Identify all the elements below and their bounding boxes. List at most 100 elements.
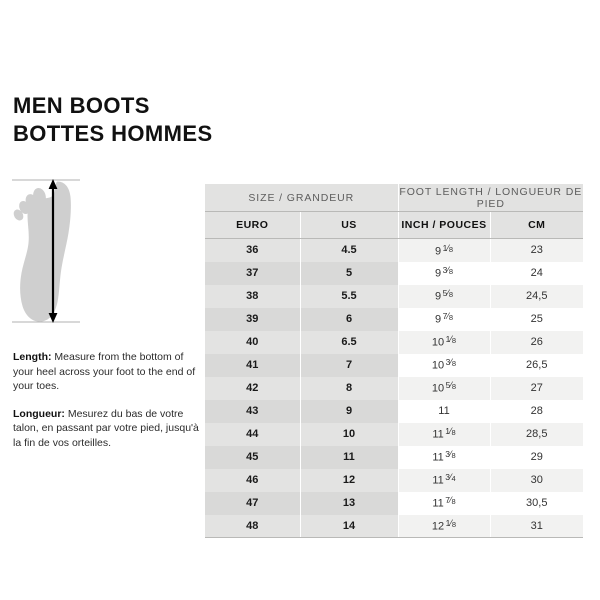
cell-us: 9 bbox=[300, 399, 399, 423]
table-row: 43 9 11 28 bbox=[205, 399, 584, 423]
table-row: 42 8 10 5⁄8 27 bbox=[205, 376, 584, 400]
column-header-us: US bbox=[300, 211, 399, 239]
instruction-en-text: Measure from the bottom of your heel acr… bbox=[13, 351, 196, 392]
cell-euro: 45 bbox=[205, 445, 301, 469]
inch-fraction: 1⁄8 bbox=[445, 518, 457, 530]
column-header-inch: INCH / POUCES bbox=[398, 211, 491, 239]
cell-inch: 9 5⁄8 bbox=[398, 284, 491, 308]
table-row: 48 14 12 1⁄8 31 bbox=[205, 514, 584, 538]
measurement-instructions: Length: Measure from the bottom of your … bbox=[13, 350, 199, 463]
page-title: MEN BOOTS BOTTES HOMMES bbox=[13, 92, 343, 148]
cell-us: 5.5 bbox=[300, 284, 399, 308]
table-row: 45 11 11 3⁄8 29 bbox=[205, 445, 584, 469]
instruction-fr: Longueur: Mesurez du bas de votre talon,… bbox=[13, 407, 199, 451]
inch-fraction: 5⁄8 bbox=[445, 380, 457, 392]
cell-us: 8 bbox=[300, 376, 399, 400]
cell-us: 6 bbox=[300, 307, 399, 331]
cell-cm: 30 bbox=[490, 468, 584, 492]
cell-euro: 41 bbox=[205, 353, 301, 377]
arrow-head-bottom bbox=[48, 313, 58, 323]
cell-inch: 11 bbox=[398, 399, 491, 423]
cell-inch: 12 1⁄8 bbox=[398, 514, 491, 538]
cell-inch: 11 3⁄4 bbox=[398, 468, 491, 492]
cell-us: 7 bbox=[300, 353, 399, 377]
inch-fraction: 3⁄8 bbox=[445, 357, 457, 369]
cell-us: 12 bbox=[300, 468, 399, 492]
cell-cm: 31 bbox=[490, 514, 584, 538]
cell-euro: 42 bbox=[205, 376, 301, 400]
instruction-fr-label: Longueur: bbox=[13, 407, 65, 420]
inch-fraction: 1⁄8 bbox=[445, 426, 456, 438]
cell-inch: 9 1⁄8 bbox=[398, 238, 491, 262]
inch-fraction: 3⁄8 bbox=[442, 265, 454, 277]
page-title-fr: BOTTES HOMMES bbox=[13, 121, 213, 146]
table-row: 44 10 11 1⁄8 28,5 bbox=[205, 422, 584, 446]
instruction-fr-text: Mesurez du bas de votre talon, en passan… bbox=[13, 407, 199, 449]
table-row: 39 6 9 7⁄8 25 bbox=[205, 307, 584, 331]
cell-inch: 10 1⁄8 bbox=[398, 330, 491, 354]
cell-cm: 30,5 bbox=[490, 491, 584, 515]
cell-euro: 43 bbox=[205, 399, 301, 423]
foot-silhouette bbox=[13, 181, 71, 322]
measurement-arrow bbox=[48, 179, 58, 323]
cell-cm: 24 bbox=[490, 261, 584, 285]
cell-euro: 40 bbox=[205, 330, 301, 354]
table-row: 41 7 10 3⁄8 26,5 bbox=[205, 353, 584, 377]
cell-us: 5 bbox=[300, 261, 399, 285]
inch-fraction: 3⁄4 bbox=[445, 472, 456, 484]
table-row: 38 5.5 9 5⁄8 24,5 bbox=[205, 284, 584, 308]
page-title-en: MEN BOOTS bbox=[13, 93, 150, 118]
cell-euro: 44 bbox=[205, 422, 301, 446]
inch-fraction: 1⁄8 bbox=[445, 334, 457, 346]
cell-cm: 26 bbox=[490, 330, 584, 354]
cell-cm: 23 bbox=[490, 238, 584, 262]
toe-4 bbox=[19, 201, 30, 214]
cell-euro: 46 bbox=[205, 468, 301, 492]
group-header-size: SIZE / GRANDEUR bbox=[205, 184, 399, 212]
table-group-header-row: SIZE / GRANDEUR FOOT LENGTH / LONGUEUR D… bbox=[205, 184, 584, 212]
table-header: SIZE / GRANDEUR FOOT LENGTH / LONGUEUR D… bbox=[205, 184, 584, 239]
cell-inch: 10 5⁄8 bbox=[398, 376, 491, 400]
cell-us: 13 bbox=[300, 491, 399, 515]
column-header-cm: CM bbox=[490, 211, 584, 239]
cell-cm: 27 bbox=[490, 376, 584, 400]
instruction-en: Length: Measure from the bottom of your … bbox=[13, 350, 199, 394]
cell-inch: 9 7⁄8 bbox=[398, 307, 491, 331]
cell-inch: 11 7⁄8 bbox=[398, 491, 491, 515]
cell-euro: 37 bbox=[205, 261, 301, 285]
toe-5 bbox=[13, 209, 24, 221]
cell-euro: 47 bbox=[205, 491, 301, 515]
cell-euro: 38 bbox=[205, 284, 301, 308]
cell-us: 10 bbox=[300, 422, 399, 446]
group-header-foot-length: FOOT LENGTH / LONGUEUR DE PIED bbox=[398, 184, 584, 212]
cell-inch: 9 3⁄8 bbox=[398, 261, 491, 285]
cell-cm: 28 bbox=[490, 399, 584, 423]
table-row: 40 6.5 10 1⁄8 26 bbox=[205, 330, 584, 354]
table-row: 46 12 11 3⁄4 30 bbox=[205, 468, 584, 492]
cell-cm: 29 bbox=[490, 445, 584, 469]
inch-fraction: 3⁄8 bbox=[445, 449, 456, 461]
cell-cm: 26,5 bbox=[490, 353, 584, 377]
cell-euro: 39 bbox=[205, 307, 301, 331]
instruction-en-label: Length: bbox=[13, 351, 52, 363]
foot-length-diagram bbox=[8, 176, 198, 344]
inch-fraction: 1⁄8 bbox=[442, 242, 454, 254]
table-row: 47 13 11 7⁄8 30,5 bbox=[205, 491, 584, 515]
cell-us: 4.5 bbox=[300, 238, 399, 262]
arrow-head-top bbox=[48, 179, 58, 189]
cell-us: 14 bbox=[300, 514, 399, 538]
inch-fraction: 7⁄8 bbox=[445, 495, 456, 507]
column-header-euro: EURO bbox=[205, 211, 301, 239]
cell-inch: 11 1⁄8 bbox=[398, 422, 491, 446]
cell-euro: 48 bbox=[205, 514, 301, 538]
cell-cm: 28,5 bbox=[490, 422, 584, 446]
cell-inch: 11 3⁄8 bbox=[398, 445, 491, 469]
cell-euro: 36 bbox=[205, 238, 301, 262]
cell-us: 11 bbox=[300, 445, 399, 469]
cell-cm: 24,5 bbox=[490, 284, 584, 308]
cell-cm: 25 bbox=[490, 307, 584, 331]
table-column-header-row: EURO US INCH / POUCES CM bbox=[205, 211, 584, 239]
table-body: 36 4.5 9 1⁄8 23 37 5 9 3⁄8 24 38 5.5 9 5⁄8 24,5 39 6 9 7⁄8… bbox=[205, 238, 584, 538]
size-chart-table: SIZE / GRANDEUR FOOT LENGTH / LONGUEUR D… bbox=[205, 184, 584, 538]
table-row: 37 5 9 3⁄8 24 bbox=[205, 261, 584, 285]
